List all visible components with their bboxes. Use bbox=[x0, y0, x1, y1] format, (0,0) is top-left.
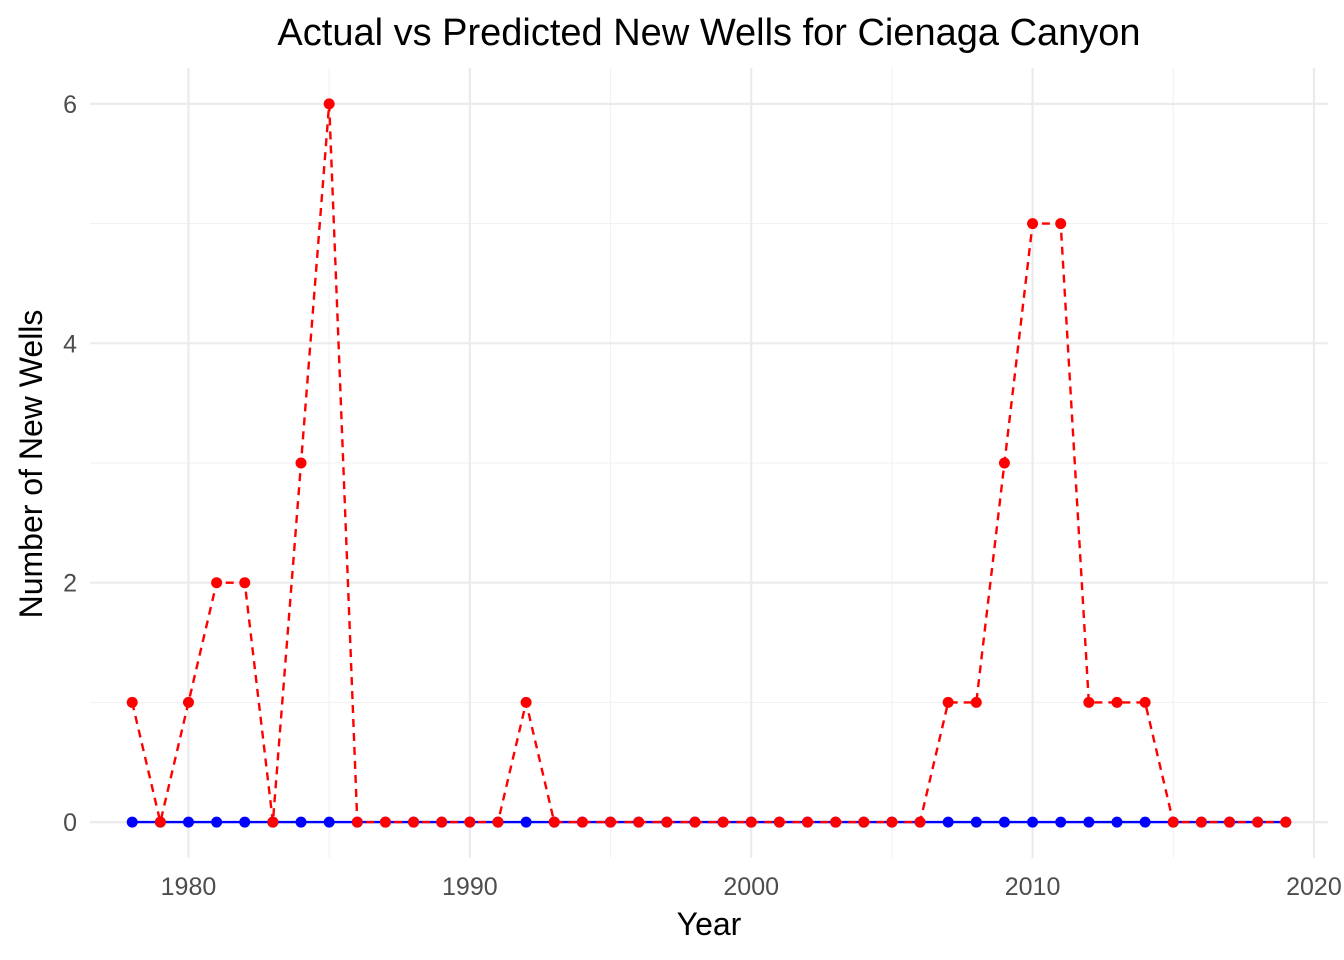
series-2-point bbox=[633, 816, 645, 828]
series-2-point bbox=[492, 816, 504, 828]
series-2-point bbox=[239, 577, 251, 589]
x-tick-labels: 1980 1990 2000 2010 2020 bbox=[161, 873, 1342, 901]
series-2-point bbox=[1055, 218, 1067, 230]
x-tick-label: 2000 bbox=[723, 873, 779, 901]
x-axis-title: Year bbox=[677, 906, 742, 942]
series-2-point bbox=[1224, 816, 1236, 828]
series-2-point bbox=[1252, 816, 1264, 828]
series-2-point bbox=[801, 816, 813, 828]
series-2-point bbox=[576, 816, 588, 828]
series-2-point bbox=[1167, 816, 1179, 828]
x-tick-label: 1980 bbox=[161, 873, 217, 901]
series-2-point bbox=[464, 816, 476, 828]
series-2-point bbox=[520, 696, 532, 708]
series-line-2 bbox=[131, 103, 1286, 824]
y-tick-label: 4 bbox=[63, 330, 77, 358]
y-tick-label: 0 bbox=[63, 809, 77, 837]
series-2-point bbox=[1280, 816, 1292, 828]
series-1-point bbox=[323, 816, 335, 828]
y-tick-label: 2 bbox=[63, 570, 77, 598]
series-2-point bbox=[323, 98, 335, 110]
series-1-point bbox=[1111, 816, 1123, 828]
series-2-point bbox=[1083, 696, 1095, 708]
series-1-point bbox=[182, 816, 194, 828]
series-2-point bbox=[858, 816, 870, 828]
y-tick-label: 6 bbox=[63, 91, 77, 119]
series-1-point bbox=[1055, 816, 1067, 828]
series-2-point bbox=[182, 696, 194, 708]
series-2-point bbox=[942, 696, 954, 708]
series-1-point bbox=[126, 816, 138, 828]
series-2-point bbox=[970, 696, 982, 708]
series-2-point bbox=[1195, 816, 1207, 828]
series-2-point bbox=[605, 816, 617, 828]
y-axis-title: Number of New Wells bbox=[13, 310, 49, 619]
x-tick-label: 2020 bbox=[1286, 873, 1342, 901]
series-2-point bbox=[689, 816, 701, 828]
series-2-point bbox=[1027, 218, 1039, 230]
y-tick-labels: 0 2 4 6 bbox=[63, 91, 77, 837]
series-1-point bbox=[295, 816, 307, 828]
chart-title: Actual vs Predicted New Wells for Cienag… bbox=[277, 12, 1140, 54]
series-1-point bbox=[942, 816, 954, 828]
series-2-point bbox=[379, 816, 391, 828]
series-1-point bbox=[1083, 816, 1095, 828]
series-2-point bbox=[914, 816, 926, 828]
series-2-point bbox=[154, 816, 166, 828]
series-2-point bbox=[998, 457, 1010, 469]
series-2-point bbox=[126, 696, 138, 708]
series-2-point bbox=[351, 816, 363, 828]
series-2-point bbox=[661, 816, 673, 828]
series-1-point bbox=[239, 816, 251, 828]
series-1-point bbox=[1139, 816, 1151, 828]
series-1-point bbox=[998, 816, 1010, 828]
series-layer bbox=[126, 98, 1292, 828]
series-1-point bbox=[970, 816, 982, 828]
series-1-point bbox=[211, 816, 223, 828]
series-2-point bbox=[745, 816, 757, 828]
x-tick-label: 2010 bbox=[1005, 873, 1061, 901]
series-2-point bbox=[773, 816, 785, 828]
series-2-point bbox=[830, 816, 842, 828]
series-2-point bbox=[1139, 696, 1151, 708]
series-1-point bbox=[520, 816, 532, 828]
series-2-point bbox=[408, 816, 420, 828]
series-2-point bbox=[295, 457, 307, 469]
series-2-point bbox=[717, 816, 729, 828]
series-2-point bbox=[211, 577, 223, 589]
series-2-point bbox=[886, 816, 898, 828]
series-1-point bbox=[1027, 816, 1039, 828]
series-2-point bbox=[267, 816, 279, 828]
series-2-point bbox=[548, 816, 560, 828]
series-2-point bbox=[1111, 696, 1123, 708]
x-tick-label: 1990 bbox=[442, 873, 498, 901]
series-2-point bbox=[436, 816, 448, 828]
